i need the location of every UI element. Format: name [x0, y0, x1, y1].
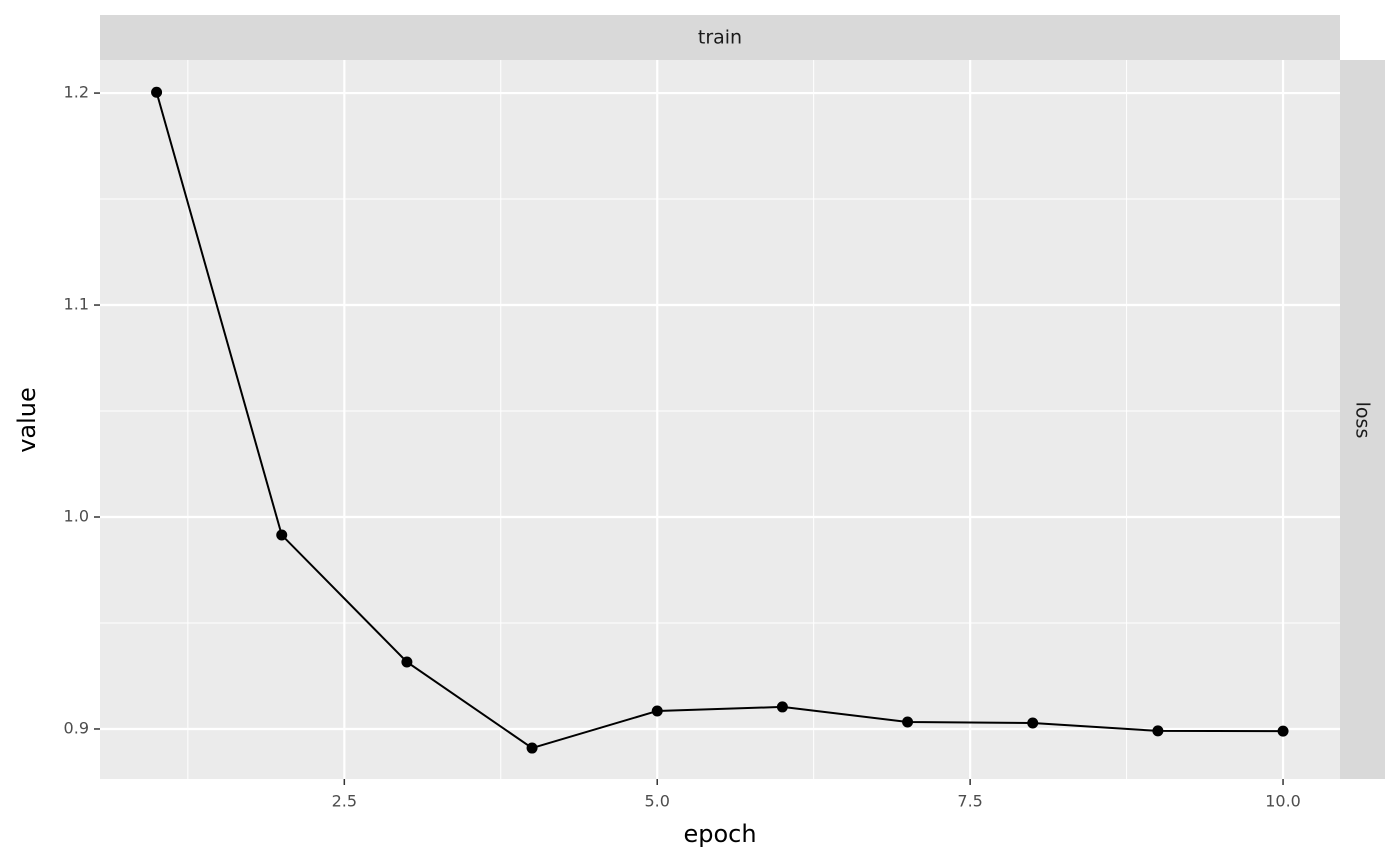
panel: [100, 60, 1340, 779]
point: [776, 701, 788, 713]
point: [526, 742, 538, 754]
y-tick-label: 1.2: [64, 83, 89, 102]
point: [1277, 725, 1289, 737]
point: [651, 705, 663, 717]
x-tick-label: 2.5: [332, 792, 357, 811]
facet-label: loss: [1352, 402, 1374, 439]
point: [276, 529, 288, 541]
marks: [151, 86, 1289, 754]
top-strip: [100, 15, 1340, 60]
grid: [100, 60, 1340, 779]
point: [902, 716, 914, 728]
y-tick-label: 1.1: [64, 295, 89, 314]
line: [155, 91, 1284, 750]
facet-label: train: [698, 27, 742, 49]
x-tick-label: 5.0: [645, 792, 670, 811]
y-tick-label: 1.0: [64, 507, 89, 526]
y-tick-label: 0.9: [64, 718, 89, 737]
x-tick-label: 10.0: [1265, 792, 1301, 811]
point: [1152, 725, 1164, 737]
point: [1027, 717, 1039, 729]
y-axis-title: value: [13, 387, 41, 453]
point: [401, 656, 413, 668]
x-tick-label: 7.5: [957, 792, 982, 811]
right-strip: [1340, 60, 1385, 779]
x-axis-title: epoch: [683, 820, 756, 848]
point: [151, 86, 163, 98]
